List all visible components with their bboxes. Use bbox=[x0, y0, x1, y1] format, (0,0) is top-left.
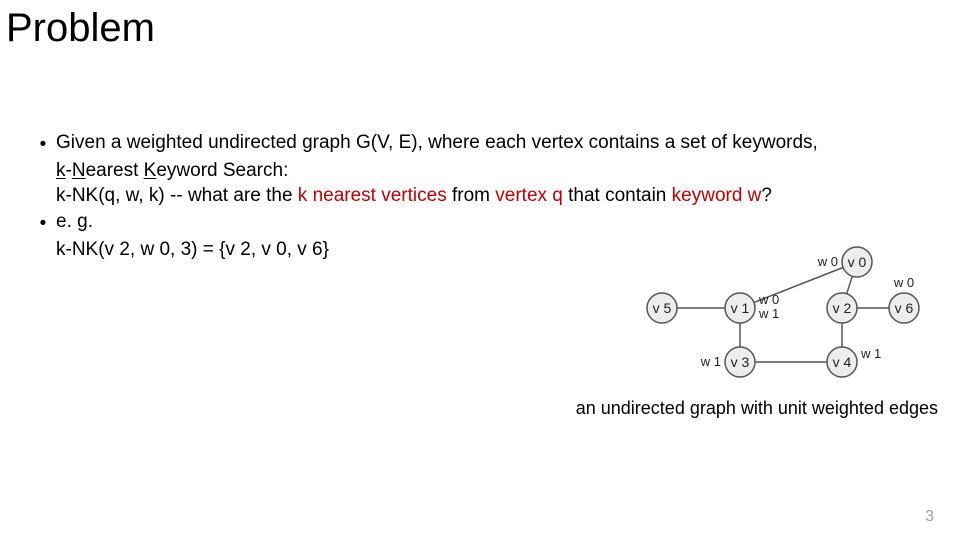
graph-node-label: v 0 bbox=[848, 254, 867, 270]
knk-eyword: eyword Search: bbox=[156, 160, 288, 181]
bullet-1-text: Given a weighted undirected graph G(V, E… bbox=[56, 130, 940, 158]
knk-mid-2: that contain bbox=[563, 185, 672, 206]
graph-node-label: v 1 bbox=[731, 300, 750, 316]
bullet-dot-icon: • bbox=[30, 209, 56, 237]
graph-svg: v 0v 5v 1v 2v 6v 3v 4 w 0w 0w 1w 0w 1w 1 bbox=[622, 240, 932, 385]
graph-node-label: v 5 bbox=[653, 300, 672, 316]
graph-caption: an undirected graph with unit weighted e… bbox=[576, 398, 938, 419]
page-number: 3 bbox=[925, 508, 934, 526]
graph-node-label: v 2 bbox=[833, 300, 852, 316]
bullet-1-sub-2: k-NK(q, w, k) -- what are the k nearest … bbox=[56, 183, 940, 209]
knk-qmark: ? bbox=[761, 185, 772, 206]
graph-node-label: v 3 bbox=[731, 354, 750, 370]
slide-title: Problem bbox=[6, 6, 155, 51]
graph-node-label: v 4 bbox=[833, 354, 852, 370]
bullet-1: • Given a weighted undirected graph G(V,… bbox=[30, 130, 940, 158]
knk-red-1: k nearest vertices bbox=[298, 185, 447, 206]
bullet-dot-icon: • bbox=[30, 130, 56, 158]
knk-n: N bbox=[72, 160, 86, 181]
graph-diagram: v 0v 5v 1v 2v 6v 3v 4 w 0w 0w 1w 0w 1w 1 bbox=[622, 240, 932, 385]
knk-k: k bbox=[56, 160, 66, 181]
bullet-2: • e. g. bbox=[30, 209, 940, 237]
knk-func: k-NK(q, w, k) -- what are the bbox=[56, 185, 298, 206]
graph-keyword-label: w 0 bbox=[817, 254, 838, 269]
graph-keyword-label: w 0 bbox=[758, 292, 779, 307]
knk-red-3: keyword w bbox=[672, 185, 762, 206]
graph-keyword-label: w 0 bbox=[893, 275, 914, 290]
graph-keyword-label: w 1 bbox=[860, 346, 881, 361]
knk-K2: K bbox=[144, 160, 157, 181]
knk-mid-1: from bbox=[447, 185, 496, 206]
graph-keyword-label: w 1 bbox=[700, 354, 721, 369]
knk-earest: earest bbox=[86, 160, 144, 181]
bullet-2-text: e. g. bbox=[56, 209, 940, 237]
graph-node-label: v 6 bbox=[895, 300, 914, 316]
graph-keyword-label: w 1 bbox=[758, 306, 779, 321]
bullet-1-sub-1: k-Nearest Keyword Search: bbox=[56, 158, 940, 184]
knk-red-2: vertex q bbox=[495, 185, 563, 206]
